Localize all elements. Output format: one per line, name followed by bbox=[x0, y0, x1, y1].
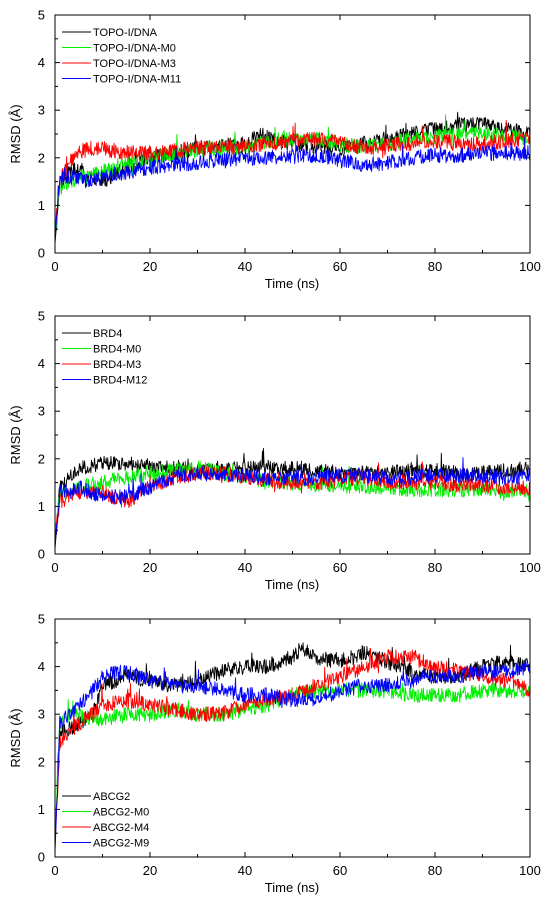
y-tick-label: 2 bbox=[38, 451, 45, 466]
legend-label: TOPO-I/DNA-M3 bbox=[93, 58, 176, 70]
series-group bbox=[55, 448, 530, 550]
chart-panel-3: 0 20 40 60 80 100 0 1 2 3 4 5 Time (ns) RMSD (Å) ABCG2… bbox=[8, 612, 541, 896]
series-line-abcg2-m9 bbox=[55, 659, 530, 853]
legend: TOPO-I/DNA TOPO-I/DNA-M0 TOPO-I/DNA-M3 TOPO… bbox=[62, 27, 181, 86]
x-tick-label: 40 bbox=[238, 259, 252, 274]
x-tick-label: 20 bbox=[143, 863, 157, 878]
legend: ABCG2 ABCG2-M0 ABCG2-M4 ABCG2-M9 bbox=[62, 791, 149, 850]
y-tick-label: 5 bbox=[38, 8, 45, 23]
series-line-brd4-m12 bbox=[55, 457, 530, 545]
y-tick-label: 1 bbox=[38, 802, 45, 817]
y-tick-label: 0 bbox=[38, 246, 45, 261]
legend-label: TOPO-I/DNA-M0 bbox=[93, 43, 176, 55]
y-tick-label: 0 bbox=[38, 547, 45, 562]
legend-label: BRD4 bbox=[93, 328, 122, 340]
x-tick-label: 40 bbox=[238, 863, 252, 878]
chart-panel-1: 0 20 40 60 80 100 0 1 2 3 4 5 Time (ns) RMSD (Å) TOPO-… bbox=[8, 8, 541, 292]
series-line-topo-i-dna-m11 bbox=[55, 136, 530, 239]
y-axis-title: RMSD (Å) bbox=[8, 104, 23, 163]
y-tick-label: 4 bbox=[38, 659, 45, 674]
y-tick-label: 1 bbox=[38, 198, 45, 213]
series-line-brd4-m0 bbox=[55, 460, 530, 531]
x-tick-label: 100 bbox=[519, 863, 541, 878]
x-tick-label: 0 bbox=[51, 560, 58, 575]
y-tick-label: 3 bbox=[38, 707, 45, 722]
y-tick-label: 5 bbox=[38, 612, 45, 627]
legend-label: TOPO-I/DNA bbox=[93, 27, 158, 39]
x-tick-label: 80 bbox=[428, 863, 442, 878]
legend-label: ABCG2 bbox=[93, 791, 130, 803]
series-group bbox=[55, 111, 530, 244]
legend-label: TOPO-I/DNA-M11 bbox=[93, 74, 181, 86]
x-tick-label: 60 bbox=[333, 259, 347, 274]
legend-label: BRD4-M3 bbox=[93, 359, 141, 371]
x-tick-label: 100 bbox=[519, 560, 541, 575]
y-tick-label: 4 bbox=[38, 356, 45, 371]
x-tick-label: 60 bbox=[333, 560, 347, 575]
y-tick-label: 2 bbox=[38, 150, 45, 165]
legend-label: BRD4-M0 bbox=[93, 344, 141, 356]
y-tick-label: 1 bbox=[38, 499, 45, 514]
y-tick-label: 5 bbox=[38, 309, 45, 324]
legend-label: ABCG2-M4 bbox=[93, 822, 149, 834]
series-line-topo-i-dna-m3 bbox=[55, 119, 530, 230]
series-group bbox=[55, 642, 530, 853]
x-axis-title: Time (ns) bbox=[265, 880, 319, 895]
x-tick-label: 100 bbox=[519, 259, 541, 274]
legend-label: BRD4-M12 bbox=[93, 375, 147, 387]
legend-label: ABCG2-M0 bbox=[93, 807, 149, 819]
y-tick-label: 2 bbox=[38, 754, 45, 769]
x-tick-label: 0 bbox=[51, 863, 58, 878]
x-tick-label: 80 bbox=[428, 259, 442, 274]
x-tick-label: 60 bbox=[333, 863, 347, 878]
y-tick-label: 3 bbox=[38, 103, 45, 118]
x-tick-label: 20 bbox=[143, 560, 157, 575]
series-line-brd4-m3 bbox=[55, 460, 530, 540]
legend-label: ABCG2-M9 bbox=[93, 838, 149, 850]
x-axis-title: Time (ns) bbox=[265, 276, 319, 291]
y-axis-title: RMSD (Å) bbox=[8, 405, 23, 464]
x-tick-label: 80 bbox=[428, 560, 442, 575]
x-axis-title: Time (ns) bbox=[265, 577, 319, 592]
x-tick-label: 0 bbox=[51, 259, 58, 274]
y-tick-label: 4 bbox=[38, 55, 45, 70]
y-tick-label: 0 bbox=[38, 850, 45, 865]
y-axis-title: RMSD (Å) bbox=[8, 708, 23, 767]
x-tick-label: 20 bbox=[143, 259, 157, 274]
x-tick-label: 40 bbox=[238, 560, 252, 575]
legend: BRD4 BRD4-M0 BRD4-M3 BRD4-M12 bbox=[62, 328, 147, 387]
y-tick-label: 3 bbox=[38, 404, 45, 419]
